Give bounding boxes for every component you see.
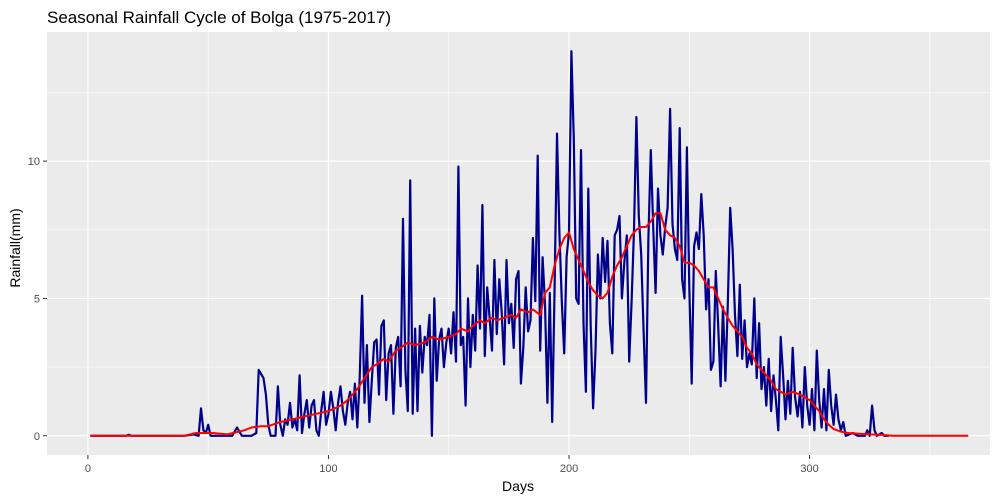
plot-panel — [47, 32, 990, 455]
y-tick-label: 0 — [34, 431, 40, 443]
chart-title: Seasonal Rainfall Cycle of Bolga (1975-2… — [47, 8, 391, 27]
x-tick-label: 200 — [560, 463, 578, 475]
series-line-daily — [90, 50, 889, 437]
y-axis-title: Rainfall(mm) — [7, 208, 23, 287]
minor-gridlines — [47, 32, 990, 455]
y-tick-label: 10 — [28, 156, 40, 168]
series-line-smooth — [90, 212, 969, 437]
series-layer — [90, 50, 969, 437]
x-axis-title: Days — [502, 478, 534, 494]
x-tick-label: 0 — [85, 463, 91, 475]
y-tick-label: 5 — [34, 293, 40, 305]
x-tick-label: 300 — [800, 463, 818, 475]
axes: 0 100 200 300 0 5 10 — [28, 156, 819, 475]
x-tick-label: 100 — [319, 463, 337, 475]
